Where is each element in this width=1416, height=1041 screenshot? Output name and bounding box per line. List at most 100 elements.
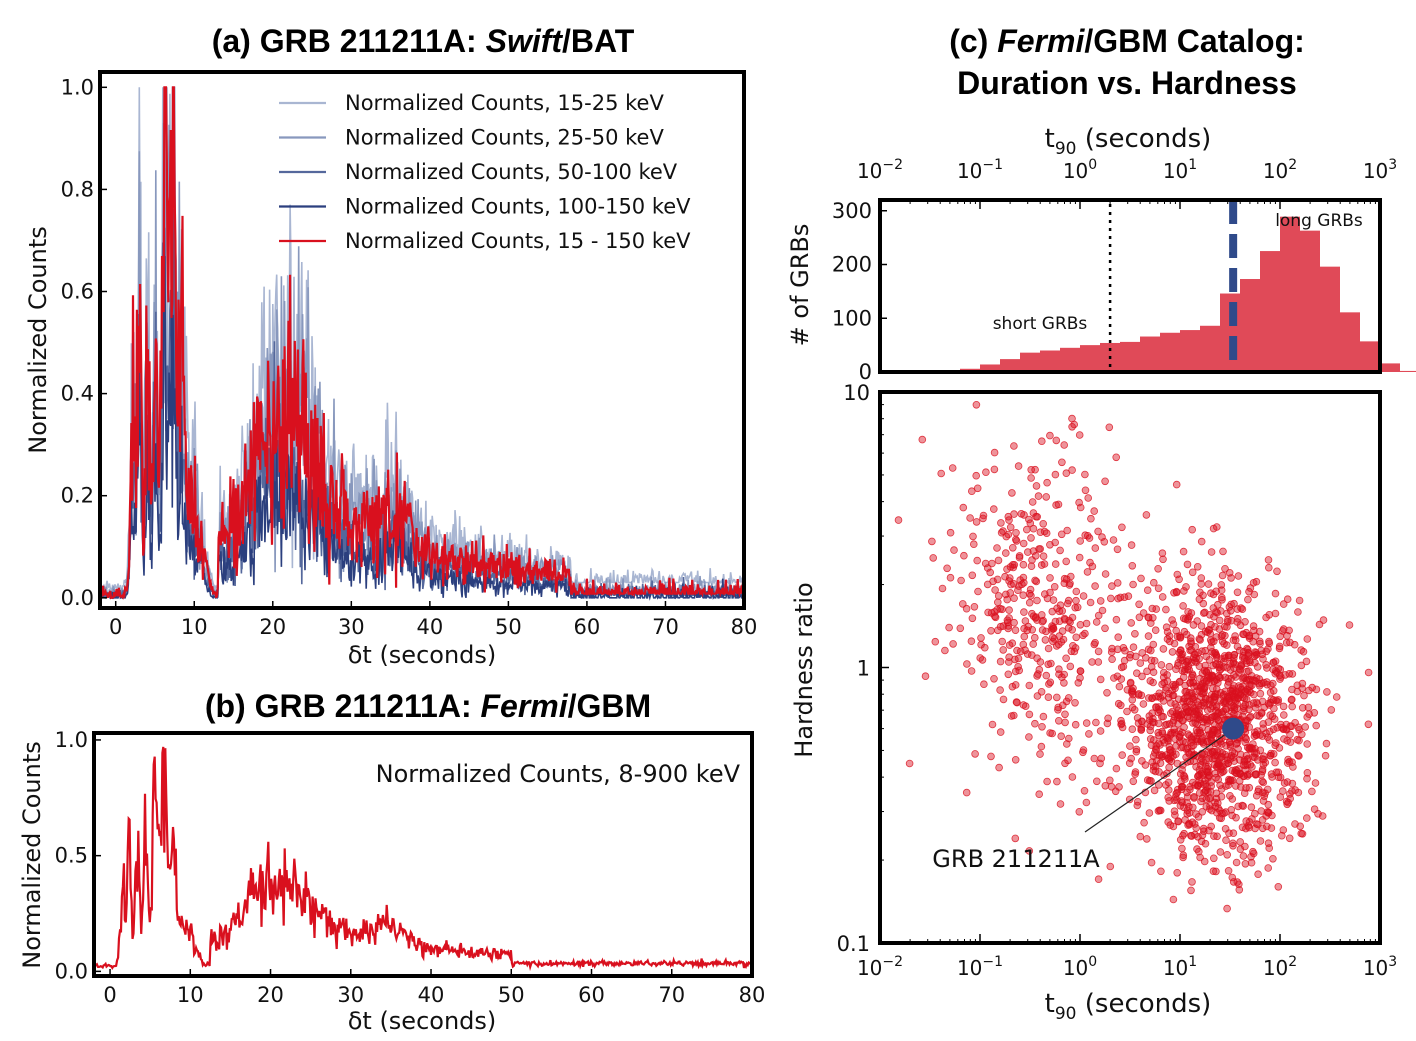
scatter-point xyxy=(1235,885,1244,894)
scatter-point xyxy=(905,759,914,768)
scatter-point xyxy=(1211,622,1219,631)
scatter-point xyxy=(1038,722,1046,731)
scatter-point xyxy=(1229,829,1238,837)
scatter-point xyxy=(1086,558,1094,567)
scatter-point xyxy=(1008,560,1017,569)
x-tick-label: 10−1 xyxy=(957,954,1003,980)
scatter-point xyxy=(1231,632,1239,640)
scatter-point xyxy=(1032,577,1041,586)
scatter-point xyxy=(1271,758,1279,767)
scatter-point xyxy=(1004,624,1012,633)
scatter-point xyxy=(1226,738,1234,746)
scatter-point xyxy=(1143,586,1152,594)
x-tick-label: 80 xyxy=(739,983,766,1007)
scatter-point xyxy=(1129,777,1138,786)
scatter-point xyxy=(1197,622,1206,630)
scatter-point xyxy=(1236,690,1245,699)
scatter-point xyxy=(1125,795,1134,804)
scatter-point xyxy=(1034,492,1043,500)
scatter-point xyxy=(1129,643,1138,651)
scatter-point xyxy=(1135,613,1144,622)
scatter-point xyxy=(1257,708,1266,717)
x-tick-label: 20 xyxy=(259,615,286,639)
scatter-point xyxy=(1155,731,1163,740)
scatter-point xyxy=(1088,562,1097,571)
scatter-point xyxy=(1172,626,1180,635)
scatter-point xyxy=(1072,596,1080,605)
scatter-point xyxy=(1038,437,1046,446)
scatter-point xyxy=(1058,458,1066,467)
scatter-point xyxy=(1288,685,1296,694)
scatter-point xyxy=(1227,805,1236,814)
scatter-point xyxy=(1158,680,1166,688)
scatter-point xyxy=(1035,665,1044,674)
panel-b-xlabel: δt (seconds) xyxy=(348,1007,497,1035)
scatter-point xyxy=(1008,543,1017,552)
scatter-point xyxy=(1222,836,1230,844)
x-tick-label: 40 xyxy=(418,983,445,1007)
scatter-point xyxy=(996,686,1004,694)
scatter-point xyxy=(1288,695,1296,704)
histogram-bar xyxy=(1200,325,1220,372)
scatter-point xyxy=(1322,739,1331,748)
scatter-point xyxy=(1288,758,1296,766)
t90-subscript: 90 xyxy=(1055,139,1077,159)
scatter-point xyxy=(1187,609,1196,617)
histogram-bar xyxy=(1380,363,1400,372)
panel-b-ylabel: Normalized Counts xyxy=(18,741,46,969)
scatter-point xyxy=(1268,712,1277,721)
scatter-point xyxy=(1014,462,1023,470)
scatter-point xyxy=(983,580,992,589)
scatter-point xyxy=(970,602,979,611)
scatter-point xyxy=(1094,875,1103,883)
scatter-point xyxy=(1236,769,1245,778)
scatter-ylabel: Hardness ratio xyxy=(790,582,818,757)
scatter-point xyxy=(1213,523,1221,531)
scatter-point xyxy=(994,592,1003,600)
scatter-point xyxy=(1202,786,1210,795)
scatter-point xyxy=(1151,626,1160,634)
scatter-point xyxy=(1214,740,1222,749)
scatter-point xyxy=(963,660,971,668)
scatter-point xyxy=(1224,651,1233,660)
scatter-point xyxy=(1216,666,1224,674)
histogram-bar xyxy=(1300,230,1320,372)
y-tick-label: 0 xyxy=(859,360,872,384)
scatter-point xyxy=(1031,465,1039,474)
scatter-point xyxy=(1005,653,1013,661)
scatter-point xyxy=(1267,770,1276,778)
scatter-point xyxy=(1020,624,1028,633)
scatter-point xyxy=(1076,667,1085,675)
scatter-point xyxy=(1074,678,1083,687)
scatter-point xyxy=(928,537,936,546)
scatter-point xyxy=(1021,617,1030,625)
scatter-point xyxy=(1038,611,1046,619)
scatter-point xyxy=(967,637,976,645)
scatter-point xyxy=(1024,548,1032,556)
scatter-point xyxy=(1109,536,1118,544)
scatter-point xyxy=(1199,734,1207,742)
scatter-point xyxy=(1158,549,1167,557)
scatter-point xyxy=(1027,562,1036,570)
scatter-point xyxy=(1179,737,1187,746)
scatter-point xyxy=(1294,608,1302,616)
scatter-point xyxy=(968,614,977,623)
scatter-point xyxy=(1210,760,1219,769)
histogram-bar xyxy=(1260,251,1280,372)
scatter-point xyxy=(946,528,955,537)
scatter-point xyxy=(1034,670,1042,678)
scatter-point xyxy=(1255,679,1264,688)
scatter-point xyxy=(1003,616,1012,625)
scatter-point xyxy=(1186,678,1194,687)
scatter-point xyxy=(1019,640,1028,649)
scatter-point xyxy=(993,626,1002,635)
scatter-point xyxy=(987,752,995,761)
scatter-point xyxy=(1165,797,1173,805)
scatter-point xyxy=(1068,466,1076,474)
scatter-point xyxy=(1266,688,1275,697)
scatter-point xyxy=(1254,756,1262,764)
scatter-point xyxy=(1241,766,1250,774)
scatter-point xyxy=(1108,644,1116,653)
scatter-point xyxy=(1170,639,1179,648)
scatter-point xyxy=(1171,811,1179,819)
